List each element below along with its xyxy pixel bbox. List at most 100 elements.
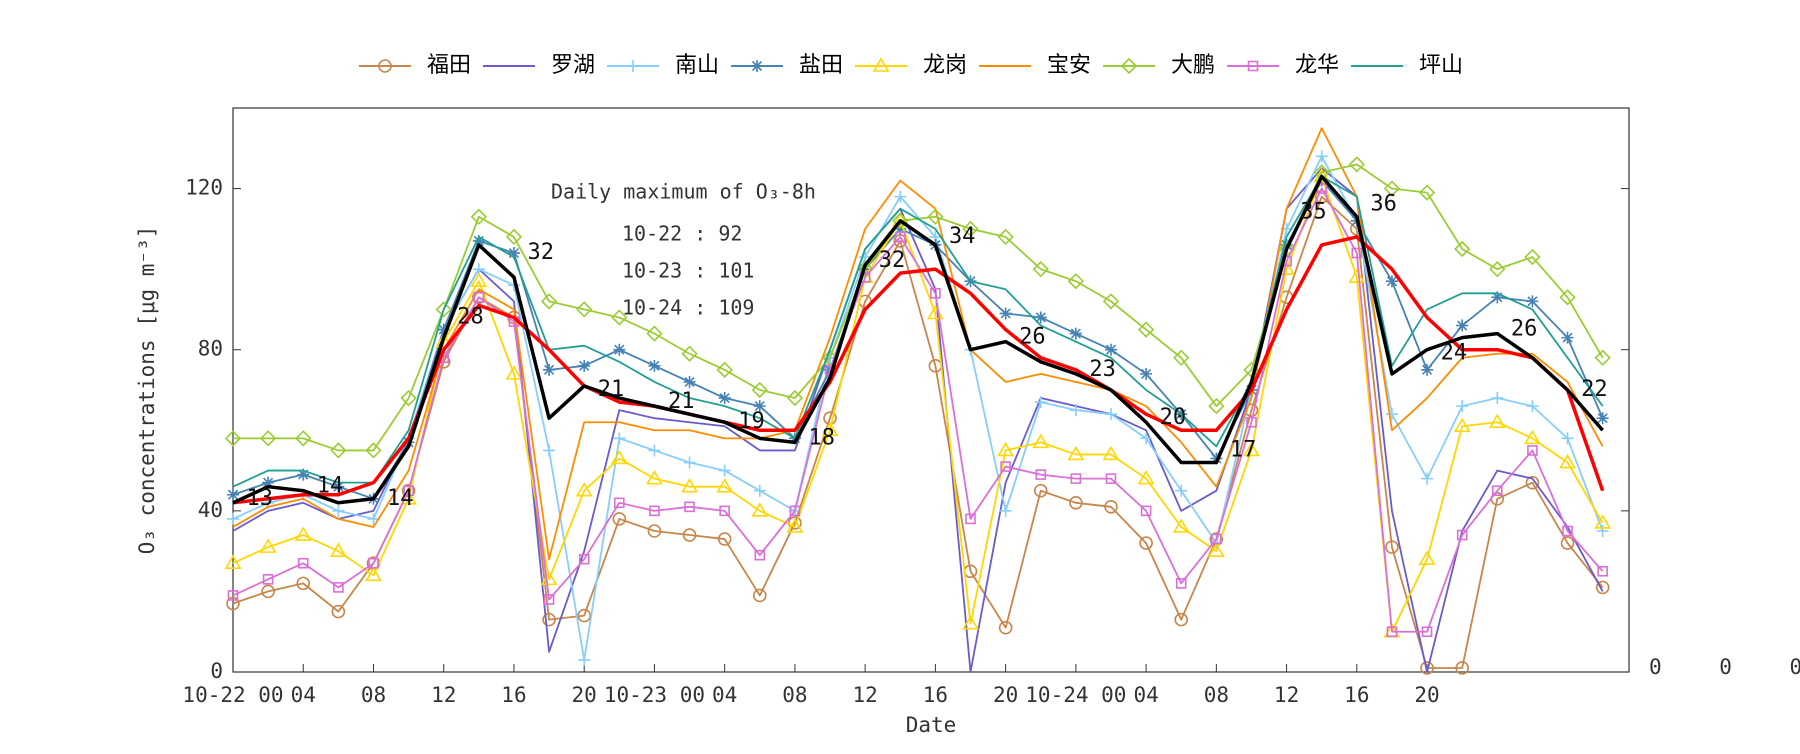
marker xyxy=(1067,445,1085,461)
marker xyxy=(999,307,1012,320)
marker xyxy=(227,488,239,501)
x-tick-label: 0 xyxy=(1789,655,1800,679)
legend-label: 龙岗 xyxy=(923,53,967,78)
marker xyxy=(1524,429,1541,445)
marker xyxy=(1034,396,1047,409)
marker xyxy=(1348,268,1366,283)
marker xyxy=(1069,327,1082,340)
marker xyxy=(1174,612,1189,627)
marker xyxy=(752,588,767,603)
marker xyxy=(614,497,625,509)
marker xyxy=(543,444,556,457)
legend-label: 龙华 xyxy=(1295,53,1339,78)
marker xyxy=(753,484,766,497)
marker xyxy=(1560,536,1575,550)
marker xyxy=(261,584,275,599)
annotation: 36 xyxy=(1370,192,1397,217)
text-box-line: 10-23 : 101 xyxy=(622,259,754,283)
marker xyxy=(543,363,556,376)
text-box-line: 10-24 : 109 xyxy=(622,296,754,320)
marker xyxy=(1139,536,1153,550)
marker xyxy=(576,301,593,318)
marker xyxy=(894,190,907,203)
x-tick-label: 12 xyxy=(853,683,878,707)
marker xyxy=(259,538,277,553)
marker xyxy=(262,476,275,489)
marker xyxy=(1102,445,1120,461)
marker xyxy=(296,576,311,591)
marker xyxy=(1385,540,1399,554)
marker xyxy=(1032,261,1049,278)
marker xyxy=(997,441,1015,457)
annotation: 32 xyxy=(879,248,906,273)
marker xyxy=(1418,550,1436,565)
marker xyxy=(719,505,730,517)
marker xyxy=(1526,295,1539,308)
legend-label: 坪山 xyxy=(1419,53,1463,78)
series-line xyxy=(232,127,1604,561)
legend-label: 大鹏 xyxy=(1171,53,1215,78)
marker xyxy=(999,504,1012,517)
marker xyxy=(613,432,626,445)
marker xyxy=(403,485,414,497)
marker xyxy=(1594,514,1612,529)
marker xyxy=(435,301,452,318)
marker xyxy=(1456,529,1468,541)
annotation: 32 xyxy=(528,240,555,265)
marker xyxy=(1595,580,1610,595)
marker xyxy=(1172,518,1190,533)
y-tick-label: 40 xyxy=(198,498,223,522)
marker xyxy=(1597,565,1608,577)
y-tick-label: 80 xyxy=(198,337,223,361)
marker xyxy=(1492,485,1503,497)
marker xyxy=(1104,500,1118,514)
marker xyxy=(470,208,487,225)
marker xyxy=(1562,525,1573,537)
marker xyxy=(1140,432,1153,445)
marker xyxy=(1104,343,1117,356)
marker xyxy=(1420,661,1434,675)
marker xyxy=(647,524,662,538)
marker xyxy=(753,400,766,413)
marker xyxy=(965,513,976,525)
annotation: 23 xyxy=(1089,357,1116,382)
marker xyxy=(1491,392,1504,405)
marker xyxy=(1489,261,1506,278)
series-line xyxy=(232,175,1604,488)
marker xyxy=(1173,349,1190,366)
marker xyxy=(400,389,417,407)
marker xyxy=(505,365,523,380)
annotation: 18 xyxy=(808,425,835,450)
marker xyxy=(365,442,382,459)
marker xyxy=(962,220,979,237)
annotation: 17 xyxy=(1230,437,1257,462)
marker xyxy=(1385,275,1398,288)
marker xyxy=(1243,441,1260,457)
marker xyxy=(1069,404,1082,417)
marker xyxy=(1208,397,1225,415)
marker xyxy=(365,566,382,582)
x-tick-label: 16 xyxy=(923,683,948,707)
x-tick-label: 16 xyxy=(1344,683,1369,707)
marker xyxy=(297,557,309,569)
legend-label: 罗湖 xyxy=(551,53,595,78)
marker xyxy=(998,620,1013,635)
marker xyxy=(1140,367,1153,380)
x-tick-label: 20 xyxy=(572,683,597,707)
x-tick-label: 08 xyxy=(782,683,807,707)
marker xyxy=(646,470,663,485)
marker xyxy=(330,442,347,459)
annotation: 26 xyxy=(1019,325,1046,350)
marker xyxy=(1140,505,1152,517)
series-line xyxy=(232,167,1604,673)
marker xyxy=(1034,311,1047,324)
marker xyxy=(718,464,731,477)
annotation: 14 xyxy=(317,474,344,499)
marker xyxy=(368,557,379,569)
marker xyxy=(1069,495,1083,510)
annotation: 19 xyxy=(738,409,765,434)
legend: 福田 罗湖 南山 盐田 龙岗 宝安 大鹏 龙华 坪山 xyxy=(359,53,1463,78)
marker xyxy=(1315,150,1328,163)
legend-label: 福田 xyxy=(427,53,471,78)
